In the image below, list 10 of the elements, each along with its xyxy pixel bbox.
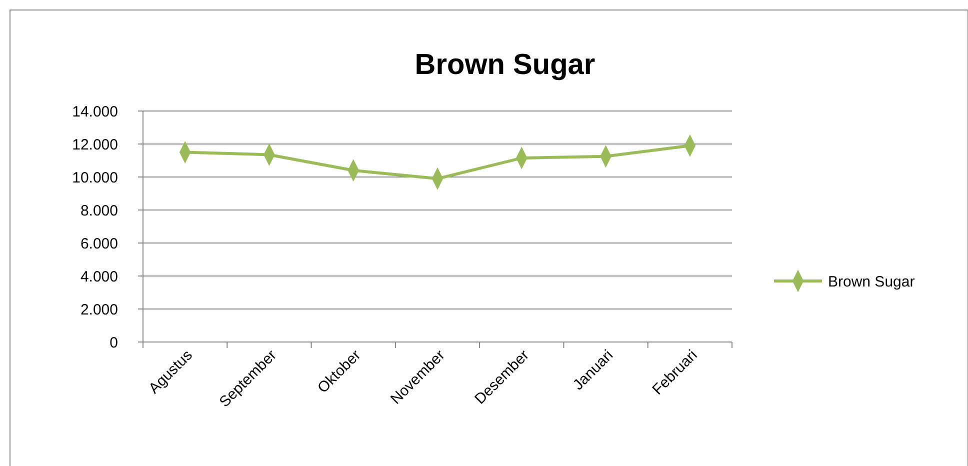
- legend-label: Brown Sugar: [828, 273, 915, 290]
- chart-title: Brown Sugar: [414, 49, 596, 81]
- y-tick-label: 4.000: [80, 268, 118, 286]
- y-tick-label: 12.000: [72, 136, 118, 154]
- y-tick-label: 14.000: [72, 103, 118, 120]
- y-tick-label: 10.000: [72, 169, 118, 186]
- y-tick-label: 0: [110, 334, 118, 352]
- y-tick-label: 8.000: [80, 202, 118, 220]
- y-tick-label: 6.000: [80, 235, 118, 252]
- y-tick-label: 2.000: [80, 301, 118, 318]
